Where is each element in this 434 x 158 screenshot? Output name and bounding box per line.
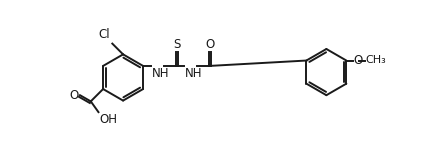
Text: NH: NH <box>185 67 202 80</box>
Text: OH: OH <box>99 113 117 126</box>
Text: O: O <box>353 54 362 67</box>
Text: Cl: Cl <box>99 28 110 41</box>
Text: O: O <box>205 38 215 51</box>
Text: NH: NH <box>151 67 169 80</box>
Text: CH₃: CH₃ <box>365 55 386 65</box>
Text: O: O <box>69 89 79 102</box>
Text: S: S <box>173 38 181 51</box>
